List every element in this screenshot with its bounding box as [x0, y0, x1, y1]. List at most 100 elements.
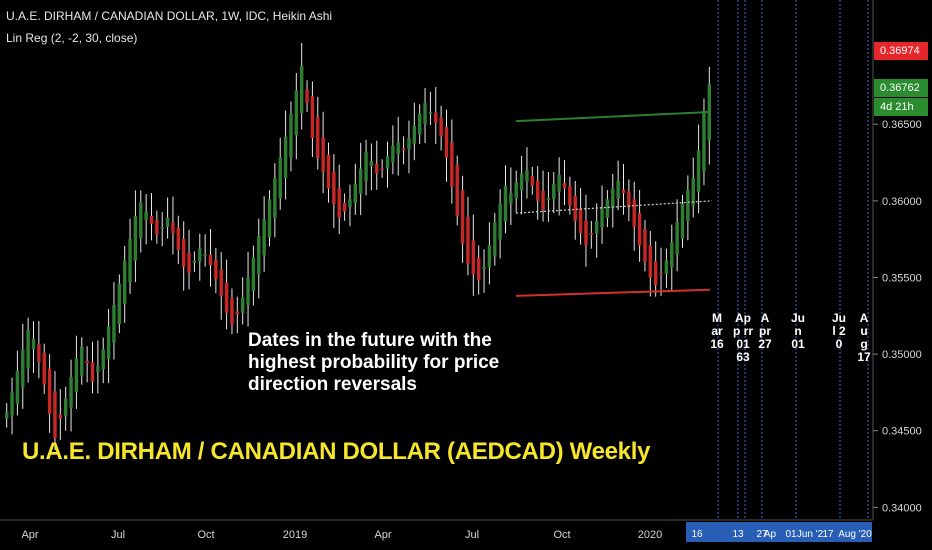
candle-body: [69, 377, 73, 408]
candle-body: [621, 189, 626, 194]
candle-body: [653, 261, 658, 286]
candle-body: [122, 260, 127, 304]
candle-body: [96, 366, 100, 372]
candle-body: [133, 216, 138, 261]
candle-body: [294, 90, 299, 136]
candle-body: [498, 203, 502, 240]
candle-body: [278, 157, 282, 199]
candle-body: [246, 277, 250, 306]
candle-body: [219, 269, 223, 296]
candle-body: [80, 346, 84, 376]
candle-body: [15, 370, 20, 404]
candle-body: [546, 197, 551, 201]
annotation-note: Dates in the future with the highest pro…: [248, 330, 548, 396]
candle-body: [503, 185, 508, 222]
y-tick-label: 0.36000: [882, 196, 922, 208]
candle-body: [680, 203, 685, 239]
x-tick-label: Oct: [197, 529, 214, 541]
candle-body: [187, 252, 191, 273]
candle-body: [257, 236, 261, 275]
candle-body: [535, 180, 540, 201]
note-line: highest probability for price: [248, 352, 500, 373]
candle-body: [691, 177, 695, 206]
price-axis: 0.34000 0.34500 0.35000 0.35500 0.36000 0.365…: [873, 119, 922, 514]
candle-body: [208, 254, 213, 266]
future-date-label: Aug 17: [857, 311, 871, 364]
y-tick-label: 0.35000: [882, 349, 922, 361]
candle-body: [139, 202, 143, 239]
candle-body: [53, 391, 57, 439]
candle-body: [106, 326, 111, 360]
bar-countdown-tag: 4d 21h: [874, 98, 928, 116]
candle-body: [380, 168, 384, 170]
candle-body: [332, 171, 336, 204]
candle-body: [251, 257, 256, 292]
candle-body: [117, 283, 122, 324]
candle-body: [573, 195, 577, 221]
candle-body: [578, 208, 583, 234]
candle-body: [423, 102, 427, 125]
candle-body: [643, 229, 647, 263]
candle-body: [316, 117, 320, 158]
candle-body: [541, 190, 545, 211]
candle-body: [224, 282, 229, 313]
future-date-axis-label: 13: [732, 529, 744, 540]
candle-body: [21, 349, 25, 388]
candle-body: [203, 254, 207, 256]
future-date-axis-label: 27: [756, 529, 768, 540]
candle-body: [525, 170, 529, 182]
candle-body: [160, 226, 164, 229]
candle-body: [348, 199, 352, 208]
candle-body: [675, 222, 679, 255]
candle-body: [385, 156, 390, 169]
candle-body: [455, 164, 459, 217]
time-axis: Apr Jul Oct 2019 Apr Jul Oct 2020: [21, 529, 662, 541]
lower-trendline: [515, 288, 711, 297]
candle-body: [171, 222, 175, 234]
candle-body: [568, 185, 572, 206]
candle-body: [401, 148, 406, 151]
candle-body: [417, 113, 422, 135]
candle-body: [369, 160, 374, 167]
candle-body: [305, 89, 309, 103]
candle-body: [428, 111, 433, 114]
candle-body: [594, 220, 599, 234]
candle-body: [192, 260, 197, 263]
x-tick-label: 2020: [638, 529, 662, 541]
candle-body: [375, 163, 379, 174]
candle-body: [214, 259, 218, 279]
indicator-header[interactable]: Lin Reg (2, -2, 30, close): [6, 31, 138, 45]
candle-body: [176, 227, 181, 250]
candle-body: [562, 183, 567, 189]
upper-trendline: [515, 110, 711, 123]
candle-body: [637, 213, 642, 246]
candle-body: [240, 297, 245, 313]
candle-body: [364, 151, 368, 182]
candle-body: [155, 219, 159, 235]
candle-body: [487, 245, 492, 268]
candle-body: [412, 125, 417, 144]
candle-body: [686, 190, 690, 222]
candle-body: [476, 257, 481, 281]
candle-body: [493, 222, 497, 257]
candle-body: [444, 127, 449, 158]
candle-body: [4, 412, 9, 419]
candle-body: [85, 360, 89, 364]
candle-body: [702, 110, 706, 172]
candle-body: [299, 65, 304, 113]
candle-body: [611, 188, 615, 209]
candle-body: [552, 183, 556, 200]
future-date-axis-label: Jun '2: [797, 529, 824, 540]
candle-body: [267, 199, 272, 238]
candle-body: [337, 187, 341, 218]
future-date-label: App rr 01 63: [733, 311, 754, 364]
candle-body: [198, 248, 202, 262]
symbol-header: U.A.E. DIRHAM / CANADIAN DOLLAR, 1W, IDC…: [6, 9, 333, 23]
candle-body: [482, 266, 486, 269]
candle-body: [589, 232, 594, 235]
candle-body: [600, 208, 604, 228]
candle-body: [605, 199, 610, 218]
candle-body: [101, 349, 105, 370]
candle-body: [509, 193, 513, 204]
